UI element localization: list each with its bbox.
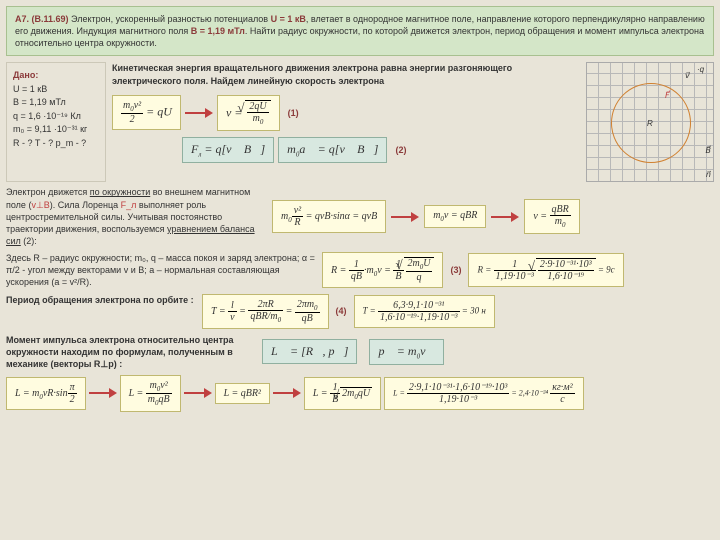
formula-v: v = 2qUm0: [217, 95, 280, 131]
arrow-icon: [491, 211, 519, 223]
problem-id: А7. (В.11.69): [15, 14, 69, 24]
f-vresult: v = qBRm0: [524, 199, 579, 234]
arrow-icon: [184, 387, 212, 399]
arrow-icon: [273, 387, 301, 399]
f-centripetal: m0v²R = qvB·sinα = qvB: [272, 200, 386, 233]
f-radius: R = 1qB·m0v = 1B2m0Uq: [322, 252, 443, 288]
block3: Здесь R – радиус окружности; m₀, q – мас…: [6, 252, 714, 288]
arrow-icon: [89, 387, 117, 399]
f-angmom: L⃗ = [R⃗, p⃗]: [262, 339, 357, 364]
block6: L = m0vR·sinπ2 L = m0v²m0qB L = qBR² L =…: [6, 375, 714, 412]
f-L5: L = 2·9,1·10⁻³¹·1,6·10⁻¹⁹·10³1,19·10⁻³ =…: [384, 377, 584, 410]
formula-newton: m0a⃗ = q[v⃗ B⃗]: [278, 137, 387, 163]
f-period: T = lv = 2πRqBR/m0 = 2πm0qB: [202, 294, 329, 329]
block4: Период обращения электрона по орбите : T…: [6, 294, 714, 329]
formula-ke: m0v²2 = qU: [112, 95, 181, 130]
f-L3: L = qBR²: [215, 383, 270, 404]
f-momentum: p⃗ = m0v⃗: [369, 339, 443, 365]
f-period-calc: T = 6,3·9,1·10⁻³¹1,6·10⁻¹⁹·1,19·10⁻³ = 3…: [354, 295, 495, 328]
f-mv: m0v = qBR: [424, 205, 486, 228]
f-L4: L = 1B2m0qU: [304, 377, 381, 410]
orbit-diagram: R v⃗ ·q F⃗ B⃗ n⃗: [586, 62, 714, 182]
block2: Электрон движется по окружности во внешн…: [6, 186, 714, 247]
block5: Момент импульса электрона относительно ц…: [6, 334, 714, 370]
arrow-icon: [391, 211, 419, 223]
block3-text: Здесь R – радиус окружности; m₀, q – мас…: [6, 252, 316, 288]
problem-statement: А7. (В.11.69) Электрон, ускоренный разно…: [6, 6, 714, 56]
formula-lorentz: Fл = q[v⃗ B⃗]: [182, 137, 274, 163]
f-radius-calc: R = 11,19·10⁻³2·9·10⁻³¹·10³1,6·10⁻¹⁹ = 9…: [468, 253, 623, 287]
given-block: Дано: U = 1 кВ B = 1,19 мТл q = 1,6 ·10⁻…: [6, 62, 106, 182]
block5-title: Момент импульса электрона относительно ц…: [6, 334, 256, 370]
f-L1: L = m0vR·sinπ2: [6, 377, 86, 410]
block2-text: Электрон движется по окружности во внешн…: [6, 186, 266, 247]
problem-text: Электрон, ускоренный разностью потенциал…: [15, 14, 705, 48]
f-L2: L = m0v²m0qB: [120, 375, 181, 412]
block4-title: Период обращения электрона по орбите :: [6, 294, 196, 329]
intro-col: Кинетическая энергия вращательного движе…: [112, 62, 580, 182]
intro-text: Кинетическая энергия вращательного движе…: [112, 62, 580, 86]
arrow-icon: [185, 107, 213, 119]
row-intro: Дано: U = 1 кВ B = 1,19 мТл q = 1,6 ·10⁻…: [6, 62, 714, 182]
